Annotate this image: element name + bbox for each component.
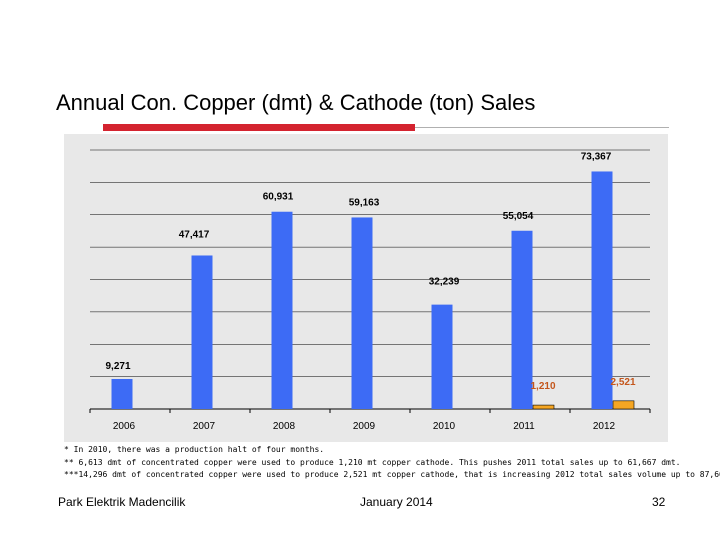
- footnote-3: ***14,296 dmt of concentrated copper wer…: [64, 470, 720, 479]
- x-tick-label-2008: 2008: [273, 421, 296, 432]
- footer-date: January 2014: [360, 495, 433, 509]
- bar-label-con-copper-2012: 73,367: [581, 151, 612, 162]
- footnote-2: ** 6,613 dmt of concentrated copper were…: [64, 457, 681, 467]
- slide-title: Annual Con. Copper (dmt) & Cathode (ton)…: [56, 90, 536, 115]
- bar-label-con-copper-2006: 9,271: [105, 361, 130, 372]
- bar-label-con-copper-2007: 47,417: [179, 229, 210, 240]
- bar-con-copper-2010: [431, 304, 453, 409]
- bar-label-cathode-2011: 1,210: [530, 381, 555, 392]
- x-tick-label-2012: 2012: [593, 421, 616, 432]
- bar-con-copper-2011: [511, 230, 533, 409]
- x-tick-label-2007: 2007: [193, 421, 216, 432]
- bar-con-copper-2008: [271, 211, 293, 409]
- footnote-1: * In 2010, there was a production halt o…: [64, 445, 325, 454]
- bar-label-con-copper-2009: 59,163: [349, 197, 380, 208]
- bar-con-copper-2006: [111, 378, 133, 409]
- x-tick-label-2011: 2011: [513, 421, 535, 432]
- chart-area: 9,271 2006 47,417 2007 60,931 2008 59,163 2009 3…: [64, 134, 668, 442]
- footer-company: Park Elektrik Madencilik: [58, 495, 186, 509]
- footnotes: * In 2010, there was a production halt o…: [64, 444, 720, 482]
- sales-bar-chart: 9,271 2006 47,417 2007 60,931 2008 59,163 2009 3…: [89, 149, 651, 432]
- bar-cathode-2012: [612, 400, 635, 410]
- bar-cathode-2011: [532, 404, 555, 410]
- title-accent-bar: [103, 124, 415, 131]
- x-tick-label-2006: 2006: [113, 421, 136, 432]
- bar-con-copper-2007: [191, 255, 213, 409]
- bar-label-cathode-2012: 2,521: [610, 377, 635, 388]
- bar-label-con-copper-2011: 55,054: [503, 211, 534, 222]
- x-tick-label-2009: 2009: [353, 421, 376, 432]
- bar-con-copper-2009: [351, 217, 373, 409]
- bar-label-con-copper-2008: 60,931: [263, 192, 294, 203]
- x-tick-label-2010: 2010: [433, 421, 456, 432]
- bar-label-con-copper-2010: 32,239: [429, 277, 460, 288]
- page-number: 32: [652, 495, 666, 509]
- bar-con-copper-2012: [591, 171, 613, 409]
